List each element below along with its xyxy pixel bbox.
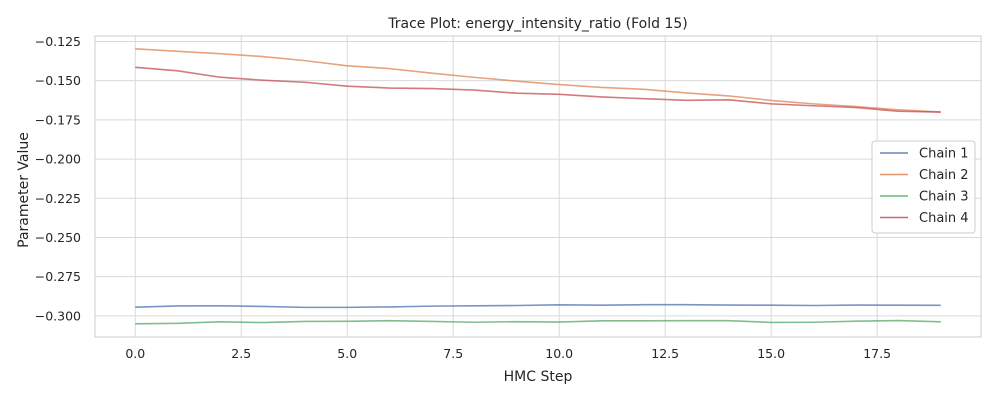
x-tick-label: 17.5	[863, 346, 891, 361]
y-tick-label: −0.250	[35, 230, 81, 245]
y-axis-title: Parameter Value	[16, 132, 32, 248]
x-tick-label: 0.0	[125, 346, 145, 361]
x-tick-label: 7.5	[443, 346, 463, 361]
x-tick-label: 10.0	[545, 346, 573, 361]
series-lines	[135, 48, 941, 325]
x-tick-label: 2.5	[231, 346, 251, 361]
y-tick-label: −0.275	[35, 269, 81, 284]
series-line-chain-1	[135, 303, 941, 309]
legend-box	[871, 140, 976, 234]
legend: Chain 1 Chain 2 Chain 3 Chain 4	[871, 140, 976, 234]
series-line-chain-2	[135, 48, 941, 113]
y-tick-label: −0.125	[35, 34, 81, 49]
x-tick-label: 12.5	[651, 346, 679, 361]
x-axis-title: HMC Step	[504, 369, 573, 385]
y-tick-label: −0.225	[35, 191, 81, 206]
legend-label: Chain 4	[919, 211, 969, 226]
series-line-chain-3	[135, 319, 941, 325]
plot-area-frame	[94, 35, 982, 338]
y-tick-label: −0.200	[35, 152, 81, 167]
y-tick-label: −0.300	[35, 308, 81, 323]
legend-label: Chain 3	[919, 190, 969, 205]
x-tick-label: 15.0	[757, 346, 785, 361]
x-tick-label: 5.0	[337, 346, 357, 361]
y-tick-label: −0.175	[35, 112, 81, 127]
tick-labels: 0.0 2.5 5.0 7.5 10.0 12.5 15.0 17.5 −0.125 −0.150…	[35, 34, 891, 361]
grid-lines	[95, 36, 981, 337]
chart-title: Trace Plot: energy_intensity_ratio (Fold…	[387, 16, 687, 32]
y-tick-label: −0.150	[35, 73, 81, 88]
legend-label: Chain 1	[919, 147, 969, 162]
series-line-chain-4	[135, 66, 941, 113]
legend-label: Chain 2	[919, 168, 969, 183]
